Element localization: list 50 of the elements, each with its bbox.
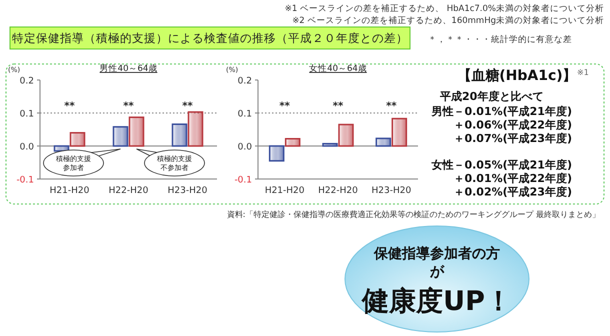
text: 資料:「特定健診・保健指導の医療費適正化効果等の検証のためのワーキンググループ 最終取りまとめ」 bbox=[226, 210, 600, 219]
text: 保健指導参加者の方 bbox=[373, 245, 500, 262]
chart-title: 男性40～64歳 bbox=[100, 63, 158, 74]
text: 平成20年度と比べて bbox=[439, 90, 544, 103]
text: 健康度UP！ bbox=[361, 286, 512, 317]
text: 特定保健指導（積極的支援）による検査値の推移（平成２０年度との差） bbox=[12, 31, 408, 45]
bar bbox=[188, 111, 204, 147]
text: 【血糖(HbA1c)】 bbox=[457, 67, 577, 84]
text: ＊，＊＊・・・統計学的に有意な差 bbox=[428, 34, 572, 45]
text: ＋0.06%(平成22年度) bbox=[453, 118, 572, 132]
x-tick-label: H21-H20 bbox=[264, 186, 305, 196]
y-tick-label: 0.0 bbox=[238, 142, 252, 152]
x-tick-label: H22-H20 bbox=[108, 186, 149, 196]
annotation: ** bbox=[64, 100, 76, 112]
annotation: ** bbox=[279, 100, 291, 112]
text: ＋0.01%(平成22年度) bbox=[453, 172, 572, 185]
x-tick-label: H22-H20 bbox=[318, 186, 358, 196]
bar bbox=[338, 124, 354, 147]
y-tick-label: -0.1 bbox=[234, 176, 252, 186]
text: ＋0.02%(平成23年度) bbox=[453, 186, 572, 198]
bar bbox=[70, 132, 86, 147]
text: ※1 ベースラインの差を補正するため、 HbA1c7.0%未満の対象者について分析 bbox=[284, 3, 604, 14]
annotation: ** bbox=[386, 100, 398, 112]
text: 女性－0.05%(平成21年度) bbox=[430, 158, 572, 172]
y-tick-label: 0.1 bbox=[238, 110, 252, 120]
text: が bbox=[429, 264, 445, 280]
bar bbox=[322, 142, 338, 147]
chart-title: 女性40～64歳 bbox=[309, 63, 367, 74]
y-tick-label: 0.2 bbox=[238, 76, 252, 86]
y-tick-label: -0.1 bbox=[16, 176, 34, 186]
y-tick-label: 0.1 bbox=[20, 110, 34, 120]
annotation: ** bbox=[123, 100, 134, 112]
text: 男性－0.01%(平成21年度) bbox=[430, 105, 572, 118]
y-tick-label: 0.0 bbox=[20, 142, 34, 152]
annotation: ** bbox=[182, 100, 194, 112]
x-tick-label: H21-H20 bbox=[50, 186, 90, 196]
text: ※1 bbox=[577, 68, 589, 77]
bar bbox=[284, 138, 300, 147]
bar bbox=[376, 138, 392, 147]
x-tick-label: H23-H20 bbox=[168, 186, 208, 196]
text: ＋0.07%(平成23年度) bbox=[453, 132, 572, 145]
y-tick-label: 0.2 bbox=[20, 76, 34, 86]
bar bbox=[268, 145, 284, 162]
annotation: ** bbox=[332, 100, 344, 112]
bar bbox=[172, 123, 188, 147]
bar bbox=[392, 118, 408, 147]
x-tick-label: H23-H20 bbox=[371, 186, 412, 196]
bar bbox=[112, 126, 128, 147]
bar bbox=[128, 116, 144, 147]
text: ※2 ベースラインの差を補正するため、160mmHg未満の対象者について分析 bbox=[292, 15, 604, 26]
